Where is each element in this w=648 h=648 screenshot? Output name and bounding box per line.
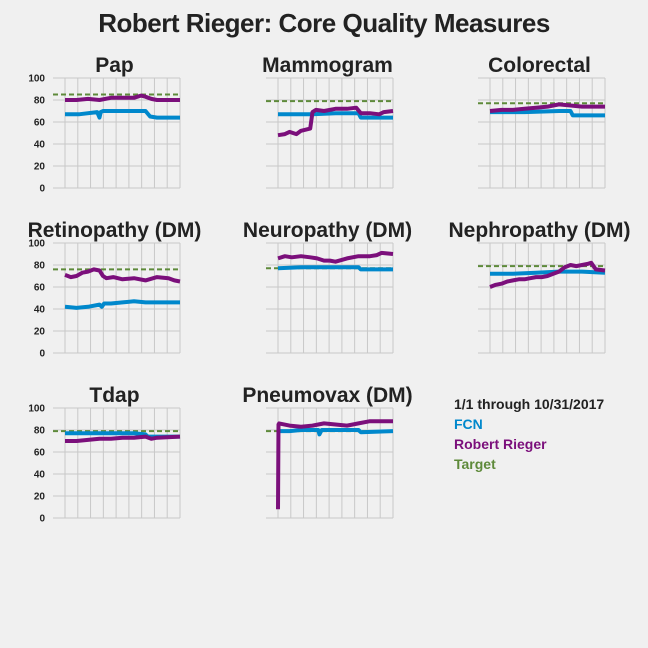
series-fcn-pap [65,109,180,120]
series-fcn-retinopathy-dm [64,299,180,310]
legend: 1/1 through 10/31/2017 FCN Robert Rieger… [454,394,604,474]
series-robert-rieger-pneumovax-dm [276,419,393,510]
chart-title-nephropathy-dm: Nephropathy (DM) [449,219,631,242]
series-fcn-pneumovax-dm [278,428,394,437]
y-tick-label: 100 [28,239,45,250]
chart-title-pap: Pap [95,54,134,77]
chart-tdap: Tdap 100 80 60 40 20 0 [28,384,181,525]
y-tick-label: 80 [34,261,46,272]
chart-title-tdap: Tdap [89,384,139,407]
chart-neuropathy-dm: Neuropathy (DM) [243,219,412,354]
legend-item-provider: Robert Rieger [454,436,547,452]
legend-item-fcn: FCN [454,416,483,432]
y-tick-label: 20 [34,162,46,173]
y-tick-label: 0 [39,184,45,195]
chart-title-colorectal: Colorectal [488,54,591,77]
series-robert-rieger-colorectal [489,102,605,113]
y-tick-label: 60 [34,118,46,129]
page-title: Robert Rieger: Core Quality Measures [98,8,550,38]
chart-pap: Pap 100 80 60 40 20 0 [28,54,181,195]
chart-title-pneumovax-dm: Pneumovax (DM) [242,384,412,407]
y-tick-label: 20 [34,327,46,338]
y-tick-label: 0 [39,349,45,360]
legend-item-target: Target [454,456,496,472]
series-robert-rieger-neuropathy-dm [277,250,394,264]
y-tick-label: 40 [34,305,46,316]
y-tick-label: 100 [28,74,45,85]
y-tick-label: 60 [34,448,46,459]
series-robert-rieger-retinopathy-dm [64,267,181,284]
chart-mammogram: Mammogram [262,54,394,189]
y-tick-label: 40 [34,140,46,151]
series-robert-rieger-mammogram [277,105,394,138]
series-robert-rieger-nephropathy-dm [489,260,606,289]
y-tick-label: 80 [34,426,46,437]
chart-colorectal: Colorectal [478,54,606,189]
y-tick-label: 80 [34,96,46,107]
y-tick-label: 40 [34,470,46,481]
legend-period: 1/1 through 10/31/2017 [454,396,605,412]
chart-title-retinopathy-dm: Retinopathy (DM) [28,219,202,242]
chart-title-neuropathy-dm: Neuropathy (DM) [243,219,412,242]
series-fcn-neuropathy-dm [277,265,393,272]
y-tick-label: 0 [39,514,45,525]
y-tick-label: 60 [34,283,46,294]
series-robert-rieger-pap [65,93,180,102]
chart-title-mammogram: Mammogram [262,54,393,77]
chart-pneumovax-dm: Pneumovax (DM) [242,384,413,519]
chart-nephropathy-dm: Nephropathy (DM) [449,219,631,354]
series-fcn-nephropathy-dm [490,269,606,276]
series-fcn-colorectal [490,109,605,118]
series-robert-rieger-tdap [65,434,181,443]
chart-retinopathy-dm: Retinopathy (DM)100 80 60 40 20 0 [28,219,202,360]
y-tick-label: 20 [34,492,46,503]
series-fcn-mammogram [278,111,393,120]
y-tick-label: 100 [28,404,45,415]
